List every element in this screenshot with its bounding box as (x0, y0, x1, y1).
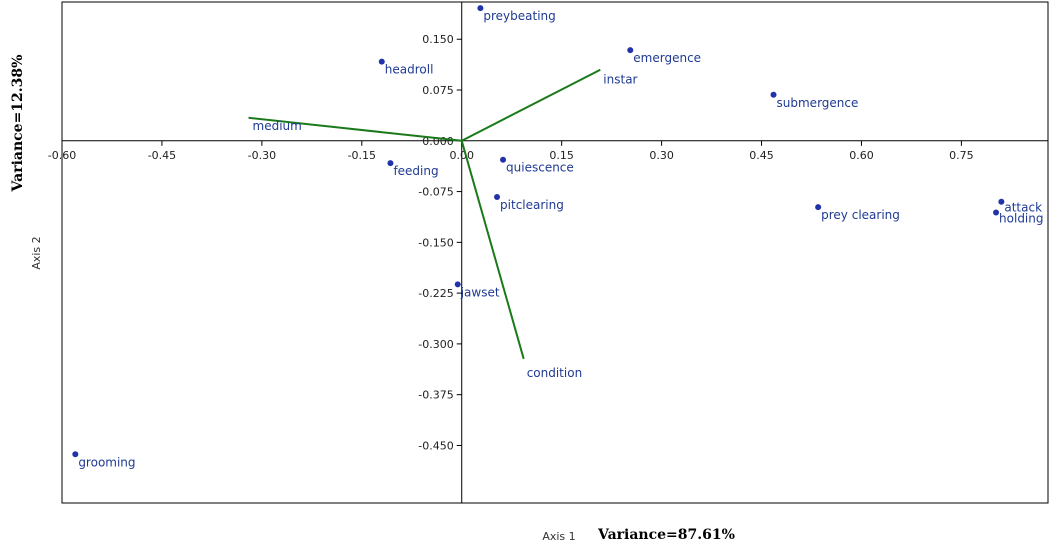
x-tick-label: 0.75 (949, 149, 974, 162)
point-feeding (387, 160, 394, 167)
point-label-jawset: jawset (460, 285, 500, 299)
x-tick-label: -0.15 (348, 149, 376, 162)
x-tick-label: -0.30 (248, 149, 276, 162)
x-tick-label: 0.30 (649, 149, 674, 162)
plot-frame (61, 1, 1049, 504)
point-label-headroll: headroll (385, 63, 434, 77)
point-attack (998, 198, 1005, 205)
score-points: preybeating emergence headroll submergence f… (72, 5, 1044, 469)
point-label-submergence: submergence (777, 96, 859, 110)
y-variance-label: Variance=12.38% (10, 55, 26, 193)
y-tick-label: -0.150 (418, 236, 453, 249)
point-label-preybeating: preybeating (483, 9, 555, 23)
point-label-attack: attack (1004, 201, 1042, 215)
y-tick-label: 0.150 (422, 33, 454, 46)
vector-condition (460, 140, 525, 360)
point-jawset (454, 281, 461, 288)
point-headroll (378, 58, 385, 65)
vector-label-condition: condition (527, 366, 582, 380)
y-tick-label: -0.300 (418, 338, 453, 351)
point-label-feeding: feeding (393, 164, 438, 178)
y-axis-title: Axis 2 (30, 236, 43, 269)
y-axis-ticks: 0.1500.0750.000-0.075-0.150-0.225-0.300-… (418, 33, 462, 452)
x-axis-title: Axis 1 (542, 530, 575, 543)
point-prey-clearing (815, 204, 822, 211)
y-tick-label: -0.075 (418, 186, 453, 199)
y-tick-label: -0.450 (418, 439, 453, 452)
x-tick-label: 0.45 (749, 149, 774, 162)
x-tick-label: 0.00 (449, 149, 474, 162)
point-label-grooming: grooming (78, 455, 135, 469)
point-label-pitclearing: pitclearing (500, 198, 564, 212)
vector-instar (461, 68, 601, 142)
loading-vectors: instar medium condition (248, 68, 638, 380)
point-pitclearing (494, 193, 501, 200)
point-submergence (770, 91, 777, 98)
x-tick-label: -0.45 (148, 149, 176, 162)
point-emergence (627, 47, 634, 54)
y-tick-label: -0.375 (418, 389, 453, 402)
x-tick-label: 0.15 (549, 149, 574, 162)
x-tick-label: 0.60 (849, 149, 874, 162)
x-variance-label: Variance=87.61% (597, 527, 735, 543)
x-axis-ticks: -0.60 -0.45 -0.30 -0.15 0.00 0.15 0.30 0.45 0.60… (48, 140, 974, 162)
vector-label-instar: instar (603, 73, 637, 87)
point-label-prey-clearing: prey clearing (821, 208, 900, 222)
point-grooming (72, 451, 79, 458)
point-label-emergence: emergence (633, 51, 701, 65)
vector-label-medium: medium (253, 119, 302, 133)
x-tick-label: -0.60 (48, 149, 76, 162)
point-label-holding: holding (999, 212, 1043, 226)
point-holding (993, 209, 1000, 216)
point-label-quiescence: quiescence (506, 161, 574, 175)
y-tick-label: 0.075 (422, 84, 454, 97)
point-preybeating (477, 5, 484, 12)
point-quiescence (500, 156, 507, 163)
vector-medium (248, 116, 462, 142)
y-tick-label: -0.225 (418, 287, 453, 300)
zero-axes (62, 2, 1048, 503)
